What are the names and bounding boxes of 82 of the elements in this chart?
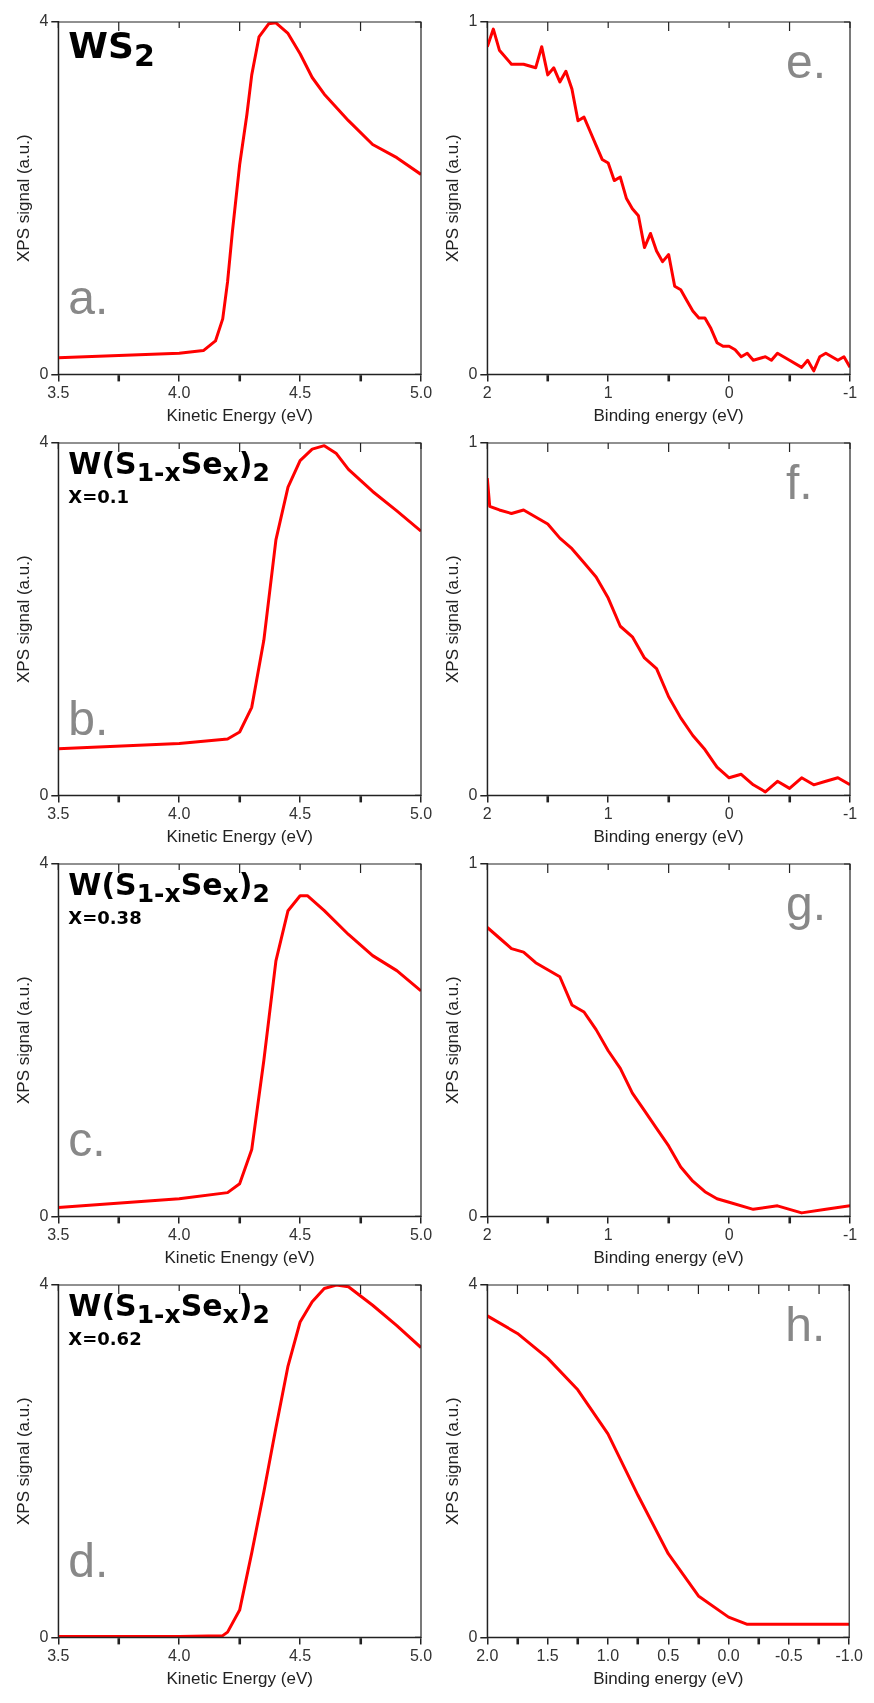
x-tick-label: 1.5 <box>536 1647 559 1665</box>
x-axis-title: Binding energy (eV) <box>593 406 744 426</box>
x-tick-label: 3.5 <box>47 1647 70 1665</box>
x-tick-label: -1 <box>842 1226 858 1244</box>
x-tick-label: 0 <box>724 805 734 823</box>
annotation: e. <box>786 35 827 89</box>
y-tick-label: 1 <box>468 854 478 872</box>
x-axis-title: Kinetic Energy (eV) <box>166 406 313 426</box>
annotation: g. <box>786 877 827 931</box>
annotation: h. <box>785 1298 826 1352</box>
x-tick-label: 3.5 <box>47 384 70 402</box>
y-tick-label: 4 <box>39 854 49 872</box>
annotation: a. <box>68 271 109 326</box>
x-tick-label: 4.5 <box>288 1647 312 1665</box>
y-tick-label: 0 <box>39 1206 49 1224</box>
y-tick-label: 0 <box>39 785 49 803</box>
y-tick-label: 0 <box>468 364 478 382</box>
x-tick-label: 2.0 <box>476 1647 499 1665</box>
y-axis-title: XPS signal (a.u.) <box>13 134 33 262</box>
x-axis-title: Kinetic Energy (eV) <box>166 827 313 847</box>
y-tick-label: 0 <box>39 364 49 382</box>
y-tick-label: 4 <box>39 433 49 451</box>
y-tick-label: 0 <box>468 1206 478 1224</box>
y-tick-label: 4 <box>39 1275 49 1293</box>
x-tick-label: -1.0 <box>835 1647 864 1665</box>
y-axis-title: XPS signal (a.u.) <box>442 1397 462 1525</box>
y-tick-label: 1 <box>468 433 478 451</box>
x-tick-label: 5.0 <box>409 805 433 823</box>
y-tick-label: 4 <box>468 1275 478 1293</box>
x-tick-label: 4.5 <box>288 384 312 402</box>
x-tick-label: 1 <box>603 805 613 823</box>
annotation: WS$_{2}$ <box>68 25 155 74</box>
x-axis-title: Kinetic Enengy (eV) <box>164 1248 315 1268</box>
y-axis-title: XPS signal (a.u.) <box>13 555 33 683</box>
annotation: b. <box>68 692 109 747</box>
x-axis-title: Kinetic Energy (eV) <box>166 1669 313 1689</box>
x-tick-label: 3.5 <box>47 805 70 823</box>
x-tick-label: 1 <box>603 384 613 402</box>
x-tick-label: 2 <box>482 1226 492 1244</box>
annotation: W(S$_{1-x}$Se$_{x}$)$_{2}$ <box>68 1288 270 1329</box>
x-axis-title: Binding energy (eV) <box>593 1248 744 1268</box>
x-tick-label: 4.0 <box>168 1647 191 1665</box>
y-tick-label: 0 <box>468 1627 478 1645</box>
x-tick-label: 3.5 <box>47 1226 70 1244</box>
y-axis-title: XPS signal (a.u.) <box>13 1397 33 1525</box>
x-tick-label: 1.0 <box>596 1647 620 1665</box>
x-tick-label: -1 <box>842 384 858 402</box>
x-tick-label: 1 <box>603 1226 613 1244</box>
y-tick-label: 1 <box>468 12 478 30</box>
annotation: X=0.1 <box>68 486 130 507</box>
x-tick-label: 4.0 <box>168 1226 191 1244</box>
annotation: d. <box>68 1534 109 1589</box>
x-tick-label: 4.0 <box>168 805 191 823</box>
x-tick-label: 4.5 <box>288 805 312 823</box>
y-axis-title: XPS signal (a.u.) <box>442 555 462 683</box>
x-tick-label: 5.0 <box>409 384 433 402</box>
x-tick-label: 0.0 <box>717 1647 740 1665</box>
x-tick-label: 2 <box>482 384 492 402</box>
x-tick-label: 4.0 <box>168 384 191 402</box>
y-tick-label: 0 <box>468 785 478 803</box>
x-axis-title: Binding energy (eV) <box>593 1669 744 1689</box>
x-tick-label: 5.0 <box>409 1647 433 1665</box>
annotation: W(S$_{1-x}$Se$_{x}$)$_{2}$ <box>68 867 270 908</box>
x-tick-label: 4.5 <box>288 1226 312 1244</box>
x-tick-label: 0 <box>724 384 734 402</box>
x-tick-label: 2 <box>482 805 492 823</box>
x-tick-label: 0 <box>724 1226 734 1244</box>
x-tick-label: -0.5 <box>775 1647 803 1665</box>
y-tick-label: 4 <box>39 12 49 30</box>
x-tick-label: 0.5 <box>657 1647 680 1665</box>
x-tick-label: -1 <box>842 805 858 823</box>
annotation: X=0.38 <box>68 907 142 928</box>
y-axis-title: XPS signal (a.u.) <box>442 134 462 262</box>
annotation: X=0.62 <box>68 1328 142 1349</box>
annotation: f. <box>786 456 813 510</box>
x-axis-title: Binding energy (eV) <box>593 827 744 847</box>
annotation: W(S$_{1-x}$Se$_{x}$)$_{2}$ <box>68 446 270 487</box>
annotation: c. <box>68 1113 106 1168</box>
y-axis-title: XPS signal (a.u.) <box>13 976 33 1104</box>
y-axis-title: XPS signal (a.u.) <box>442 976 462 1104</box>
y-tick-label: 0 <box>39 1627 49 1645</box>
x-tick-label: 5.0 <box>409 1226 433 1244</box>
